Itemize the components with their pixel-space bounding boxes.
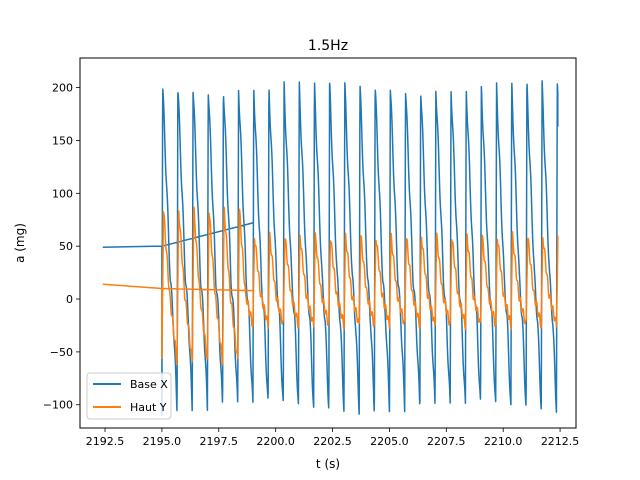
- y-tick-label: 150: [52, 134, 73, 147]
- x-tick-label: 2202.5: [313, 435, 352, 448]
- x-tick-label: 2210.0: [484, 435, 523, 448]
- series-layer: [102, 80, 559, 417]
- x-tick-label: 2192.5: [86, 435, 125, 448]
- axes-frame: [79, 57, 577, 429]
- legend-label-haut-y: Haut Y: [130, 401, 167, 414]
- x-tick-label: 2195.0: [143, 435, 182, 448]
- x-tick-label: 2197.5: [200, 435, 239, 448]
- y-axis: −100 −50 0 50 100 150 200: [43, 82, 80, 412]
- x-tick-label: 2205.0: [370, 435, 409, 448]
- x-tick-label: 2200.0: [256, 435, 295, 448]
- plot-area: [79, 57, 577, 429]
- y-tick-label: 100: [52, 187, 73, 200]
- y-tick-label: −50: [50, 346, 73, 359]
- x-tick-label: 2212.5: [541, 435, 580, 448]
- x-axis-label: t (s): [316, 457, 340, 471]
- legend: Base X Haut Y: [86, 372, 172, 420]
- x-axis: 2192.5 2195.0 2197.5 2200.0 2202.5 2205.0 2207…: [86, 428, 580, 448]
- y-tick-label: 50: [59, 240, 73, 253]
- y-tick-label: 200: [52, 82, 73, 95]
- chart-title: 1.5Hz: [308, 38, 348, 54]
- series-line-haut-y: [102, 206, 559, 366]
- y-axis-label: a (mg): [13, 223, 27, 263]
- legend-label-base-x: Base X: [130, 378, 168, 391]
- y-tick-label: −100: [43, 399, 73, 412]
- y-tick-label: 0: [66, 293, 73, 306]
- x-tick-label: 2207.5: [427, 435, 466, 448]
